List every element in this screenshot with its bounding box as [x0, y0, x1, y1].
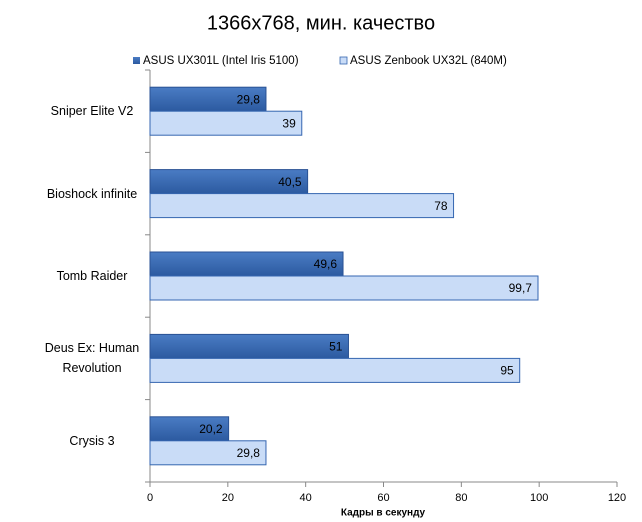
value-label: 78 [434, 199, 448, 213]
bar [149, 169, 309, 195]
bar [149, 275, 539, 301]
value-label: 49,6 [314, 257, 338, 271]
value-label: 29,8 [237, 446, 261, 460]
bar [149, 251, 344, 277]
value-label: 95 [500, 364, 514, 378]
y-tick-label: Deus Ex: Human Revolution [44, 341, 140, 376]
chart-title: 1366x768, мин. качество [207, 12, 435, 34]
value-label: 40,5 [278, 175, 302, 189]
y-tick-label: Bioshock infinite [46, 186, 138, 201]
x-tick-label: 40 [300, 492, 312, 504]
legend-label: ASUS Zenbook UX32L (840M) [350, 55, 507, 67]
value-label: 39 [282, 116, 296, 130]
bar [149, 357, 521, 383]
bar [149, 110, 303, 136]
x-tick-label: 60 [377, 492, 389, 504]
y-tick-label: Sniper Elite V2 [50, 104, 134, 119]
bar [149, 416, 230, 442]
value-label: 51 [329, 340, 343, 354]
y-tick-label: Crysis 3 [69, 433, 115, 448]
x-tick-label: 100 [530, 492, 548, 504]
bar [149, 86, 267, 112]
legend-marker [133, 57, 140, 64]
value-label: 99,7 [509, 281, 533, 295]
x-tick-label: 20 [222, 492, 234, 504]
bar [149, 333, 349, 359]
bar [149, 440, 267, 466]
x-axis-label: Кадры в секунду [341, 508, 426, 519]
y-tick-label: Tomb Raider [56, 269, 128, 283]
x-tick-label: 80 [455, 492, 467, 504]
legend-label: ASUS UX301L (Intel Iris 5100) [143, 55, 299, 67]
value-label: 29,8 [237, 92, 261, 106]
bar [149, 193, 455, 219]
x-tick-label: 0 [147, 492, 153, 504]
x-tick-label: 120 [608, 492, 626, 504]
legend-marker [339, 56, 348, 65]
value-label: 20,2 [199, 422, 223, 436]
